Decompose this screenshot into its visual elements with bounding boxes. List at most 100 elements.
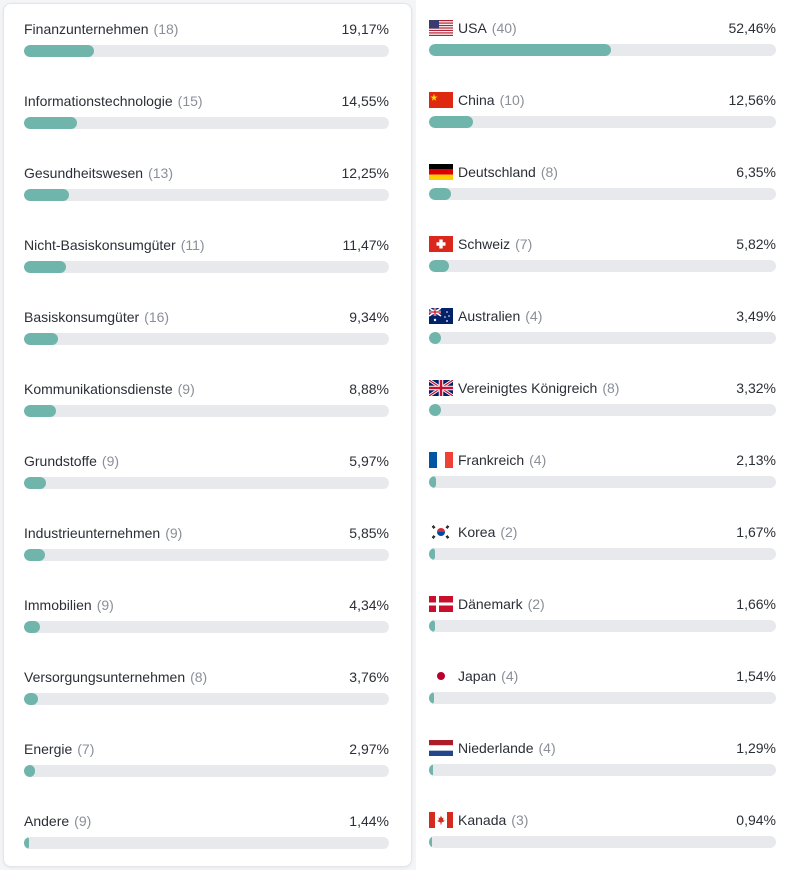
progress-fill [24,117,78,129]
country-row: China (10) 12,56% [429,90,776,134]
row-percentage: 6,35% [736,164,776,180]
progress-fill [429,260,450,272]
sector-row: Basiskonsumgüter (16) 9,34% [24,307,389,351]
progress-track [429,332,776,344]
progress-fill [24,189,69,201]
country-row: Vereinigtes Königreich (8) 3,32% [428,378,776,422]
row-count: (10) [499,92,525,108]
row-label-line: Vereinigtes Königreich (8) [428,378,776,398]
row-label-line: Energie (7) [24,739,389,759]
row-percentage: 19,17% [341,21,389,37]
progress-track [24,117,389,129]
progress-track [24,477,389,489]
row-label-line: Kanada (3) [429,810,776,830]
row-percentage: 14,55% [341,93,389,109]
row-label-line: Immobilien (9) [24,595,389,615]
germany-flag-icon [429,164,453,180]
progress-fill [429,44,612,56]
row-name: Nicht-Basiskonsumgüter [24,237,176,253]
progress-track [429,692,776,704]
country-row: Australien (4) 3,49% [428,306,776,350]
progress-track [429,764,776,776]
row-name: Japan [458,668,497,684]
progress-track [24,45,389,57]
country-allocation-panel [416,0,790,870]
progress-fill [429,692,435,704]
france-flag-icon [429,452,453,468]
row-count: (18) [153,21,179,37]
country-row: Schweiz (7) 5,82% [429,234,776,278]
progress-track [24,621,389,633]
row-percentage: 1,44% [349,813,389,829]
row-name: China [458,92,495,108]
sector-row: Finanzunternehmen (18) 19,17% [24,19,389,63]
row-percentage: 1,54% [736,668,776,684]
canada-flag-icon [429,812,453,828]
country-row: USA (40) 52,46% [429,18,776,62]
row-count: (3) [511,812,529,828]
australia-flag-icon [428,307,453,324]
row-percentage: 11,47% [342,237,389,253]
row-percentage: 0,94% [736,812,776,828]
row-count: (15) [177,93,203,109]
progress-track [429,44,776,56]
row-name: Gesundheitswesen [24,165,144,181]
korea-flag-icon [429,524,453,540]
sector-row: Andere (9) 1,44% [24,811,389,855]
row-count: (7) [515,236,533,252]
row-name: Energie [24,741,73,757]
row-name: Korea [458,524,496,540]
row-count: (9) [96,597,114,613]
row-count: (2) [527,596,545,612]
row-label-line: China (10) [429,90,776,110]
row-label-line: Nicht-Basiskonsumgüter (11) [24,235,389,255]
row-percentage: 52,46% [728,20,776,36]
row-count: (2) [500,524,518,540]
row-name: Schweiz [458,236,511,252]
row-percentage: 3,49% [736,308,776,324]
sector-row: Versorgungsunternehmen (8) 3,76% [24,667,389,711]
row-label-line: Schweiz (7) [429,234,776,254]
row-count: (8) [540,164,558,180]
row-count: (9) [74,813,92,829]
row-percentage: 5,85% [349,525,389,541]
row-count: (8) [602,380,620,396]
row-percentage: 1,66% [736,596,776,612]
japan-flag-icon [429,668,453,684]
country-row: Dänemark (2) 1,66% [429,594,776,638]
progress-track [24,261,389,273]
row-count: (9) [165,525,183,541]
progress-fill [429,764,434,776]
progress-track [429,404,776,416]
row-name: Niederlande [458,740,534,756]
row-percentage: 1,67% [736,524,776,540]
sector-row: Kommunikationsdienste (9) 8,88% [24,379,389,423]
progress-track [24,837,389,849]
progress-track [24,333,389,345]
row-name: Informationstechnologie [24,93,173,109]
sector-row: Immobilien (9) 4,34% [24,595,389,639]
row-name: Kanada [458,812,507,828]
row-label-line: Versorgungsunternehmen (8) [24,667,389,687]
progress-fill [24,45,94,57]
progress-track [429,836,776,848]
progress-fill [24,621,40,633]
netherlands-flag-icon [429,740,453,756]
row-count: (9) [177,381,195,397]
row-name: Immobilien [24,597,92,613]
progress-track [429,116,776,128]
progress-track [429,548,776,560]
sector-row: Informationstechnologie (15) 14,55% [24,91,389,135]
progress-track [24,405,389,417]
progress-track [24,549,389,561]
row-percentage: 3,76% [349,669,389,685]
row-percentage: 2,13% [736,452,776,468]
sector-row: Industrieunternehmen (9) 5,85% [24,523,389,567]
progress-fill [24,405,57,417]
progress-track [429,476,776,488]
progress-track [24,693,389,705]
row-name: Deutschland [458,164,536,180]
row-label-line: USA (40) [429,18,776,38]
row-name: USA [458,20,487,36]
row-percentage: 4,34% [349,597,389,613]
